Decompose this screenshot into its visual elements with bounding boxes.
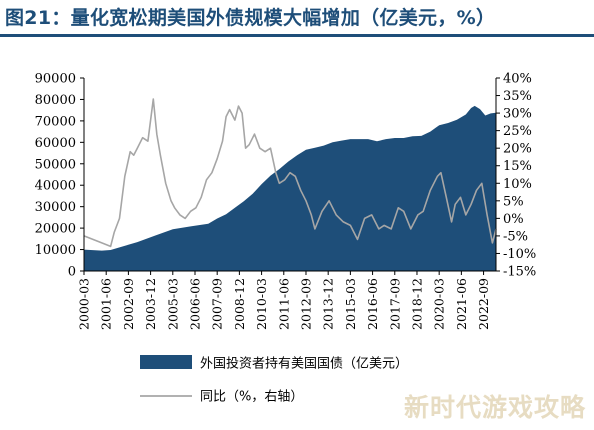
x-axis-tick-label: 2008-12: [232, 278, 247, 330]
x-axis-tick-label: 2011-06: [276, 278, 291, 330]
left-axis-tick-label: 50000: [35, 157, 76, 172]
x-axis-tick-label: 2006-06: [188, 278, 203, 330]
legend-label-holdings: 外国投资者持有美国国债（亿美元）: [200, 356, 408, 372]
right-axis-tick-label: -15%: [503, 265, 536, 280]
right-axis-tick-label: 25%: [503, 124, 532, 139]
x-axis-tick-label: 2018-12: [410, 278, 425, 330]
area-series-layer: [84, 105, 496, 272]
right-axis-tick-label: 15%: [503, 159, 532, 174]
left-axis-tick-label: 70000: [35, 114, 76, 129]
right-axis-tick-label: -10%: [503, 247, 536, 262]
x-axis-tick-label: 2016-06: [365, 278, 380, 330]
left-axis-tick-label: 30000: [35, 200, 76, 215]
x-axis-tick-label: 2010-03: [254, 278, 269, 330]
x-axis-tick-label: 2021-06: [454, 278, 469, 330]
right-axis-tick-label: 20%: [503, 142, 532, 157]
left-axis-tick-label: 80000: [35, 93, 76, 108]
right-axis-tick-label: 0%: [503, 212, 524, 227]
left-axis-tick-label: 0: [68, 265, 76, 280]
left-axis-tick-label: 40000: [35, 179, 76, 194]
axes-layer: 0 10000 20000 30000 40000 50000 60000 70000 8000…: [35, 72, 537, 330]
x-axis-tick-label: 2015-03: [343, 278, 358, 330]
x-axis-tick-label: 2007-09: [210, 278, 225, 330]
legend-label-yoy: 同比（%，右轴）: [200, 390, 303, 405]
x-axis-tick-label: 2002-09: [121, 278, 136, 330]
x-axis-tick-label: 2003-12: [143, 278, 158, 330]
x-axis-tick-label: 2012-09: [299, 278, 314, 330]
chart-title: 图21：量化宽松期美国外债规模大幅增加（亿美元，%）: [5, 7, 496, 29]
x-axis-tick-label: 2005-03: [165, 278, 180, 330]
legend: 外国投资者持有美国国债（亿美元） 同比（%，右轴）: [140, 355, 408, 405]
right-axis-tick-label: 40%: [503, 72, 532, 87]
right-axis-tick-label: 30%: [503, 107, 532, 122]
x-axis-tick-label: 2020-03: [432, 278, 447, 330]
legend-swatch-area: [140, 355, 192, 369]
x-axis-tick-label: 2017-09: [387, 278, 402, 330]
x-axis-tick-label: 2000-03: [77, 278, 92, 330]
area-series-holdings: [84, 105, 496, 272]
right-axis-tick-label: 5%: [503, 194, 524, 209]
left-axis-tick-label: 90000: [35, 72, 76, 87]
line-series-yoy: [83, 98, 497, 248]
watermark: 新时代游戏攻略: [403, 393, 586, 422]
x-axis-tick-label: 2001-06: [99, 278, 114, 330]
right-axis-tick-label: 10%: [503, 177, 532, 192]
x-axis-tick-label: 2013-12: [321, 278, 336, 330]
right-axis-tick-label: 35%: [503, 89, 532, 104]
x-axis-tick-label: 2022-09: [476, 278, 491, 330]
right-axis-tick-label: -5%: [503, 229, 528, 244]
title-rule: [0, 34, 594, 37]
left-axis-tick-label: 60000: [35, 136, 76, 151]
left-axis-tick-label: 20000: [35, 222, 76, 237]
line-series-layer: [83, 98, 497, 248]
left-axis-tick-label: 10000: [35, 243, 76, 258]
